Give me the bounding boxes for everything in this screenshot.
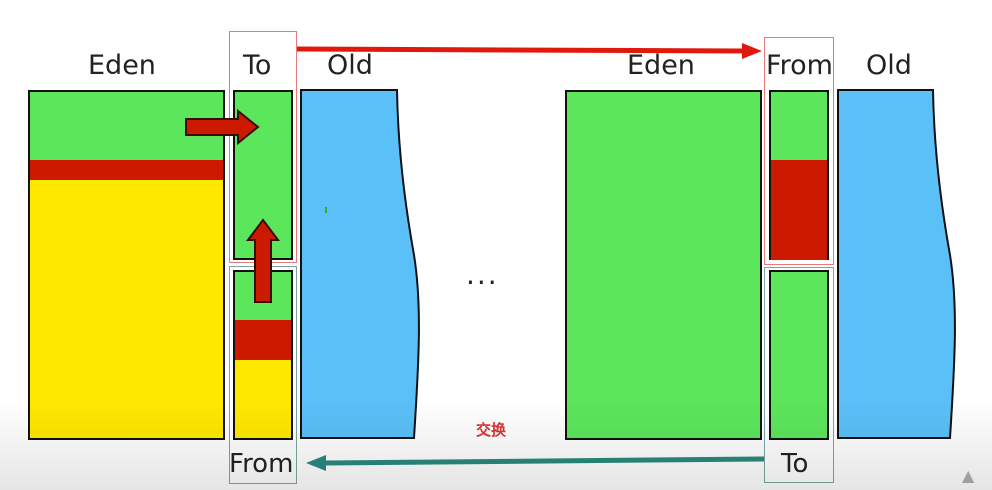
from-survivor-left — [233, 270, 293, 440]
from-highlight-frame-right — [764, 37, 834, 265]
top-swap-arrow-line — [296, 46, 743, 54]
old-mark — [325, 207, 327, 213]
from-label-right: From — [766, 50, 833, 81]
eden-label-left: Eden — [88, 50, 156, 81]
to-highlight-frame-right — [764, 267, 834, 483]
to-label-left: To — [243, 50, 272, 81]
eden-space-left — [28, 90, 225, 440]
from-label-left: From — [229, 449, 294, 479]
eden-garbage — [30, 180, 223, 438]
eden-label-right: Eden — [627, 50, 695, 81]
from-survivor-right — [769, 90, 829, 260]
ellipsis: ... — [466, 258, 499, 291]
old-space-right — [837, 89, 956, 439]
from-to-survivor-arrow — [246, 218, 280, 303]
eden-to-survivor-arrow — [185, 108, 260, 146]
to-label-right: To — [781, 449, 809, 479]
old-space-left — [300, 89, 420, 439]
old-label-right: Old — [866, 50, 912, 81]
from-live-band — [235, 320, 291, 360]
to-survivor-right — [769, 270, 829, 440]
eden-space-right — [565, 90, 762, 440]
watermark-mark: ▲ — [962, 466, 975, 485]
swap-label: 交换 — [476, 421, 507, 439]
top-swap-arrow-head — [742, 43, 762, 59]
bottom-swap-arrow-line — [325, 456, 765, 466]
from-garbage — [235, 360, 291, 438]
old-label-left: Old — [327, 50, 373, 81]
eden-live-band — [30, 160, 223, 180]
from-right-live-objects — [771, 160, 827, 260]
bottom-swap-arrow-head — [306, 455, 326, 471]
